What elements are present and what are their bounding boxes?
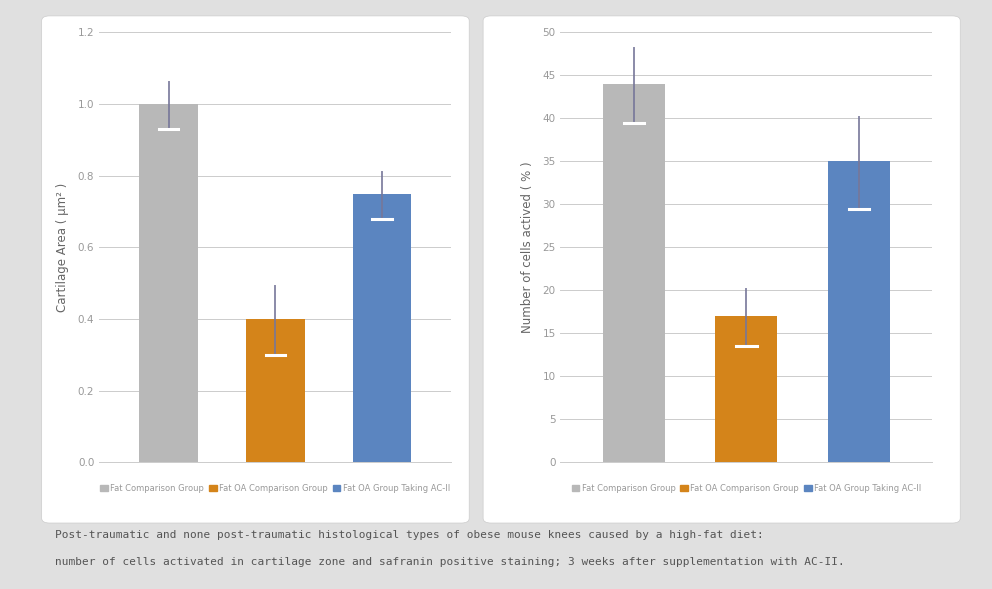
Bar [352,194,412,462]
Bar [139,104,198,462]
Y-axis label: Cartilage Area ( μm² ): Cartilage Area ( μm² ) [57,183,69,312]
Bar [828,161,890,462]
Y-axis label: Number of cells actived ( % ): Number of cells actived ( % ) [521,161,534,333]
Text: Post-traumatic and none post-traumatic histological types of obese mouse knees c: Post-traumatic and none post-traumatic h… [55,530,763,540]
Bar [246,319,305,462]
Legend: Fat Comparison Group, Fat OA Comparison Group, Fat OA Group Taking AC-II: Fat Comparison Group, Fat OA Comparison … [571,484,922,493]
Legend: Fat Comparison Group, Fat OA Comparison Group, Fat OA Group Taking AC-II: Fat Comparison Group, Fat OA Comparison … [100,484,450,493]
Bar [603,84,665,462]
Bar [715,316,778,462]
Text: number of cells activated in cartilage zone and safranin positive staining; 3 we: number of cells activated in cartilage z… [55,557,844,567]
